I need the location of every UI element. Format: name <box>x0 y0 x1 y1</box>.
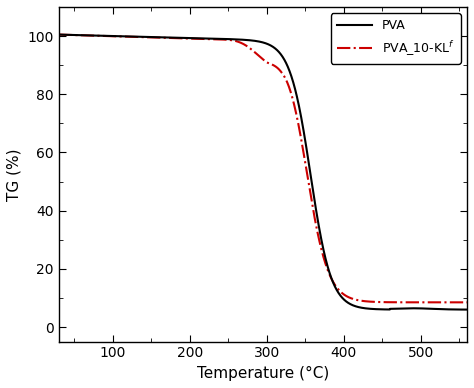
PVA <box>77 33 82 38</box>
PVA_10-KL$^f$ <box>56 32 62 37</box>
PVA_10-KL$^f$ <box>452 300 458 305</box>
PVA_10-KL$^f$ <box>255 52 260 57</box>
PVA_10-KL$^f$ <box>377 300 383 305</box>
PVA <box>255 39 260 43</box>
PVA <box>377 307 383 312</box>
PVA <box>244 38 249 42</box>
PVA_10-KL$^f$ <box>464 300 470 305</box>
X-axis label: Temperature (°C): Temperature (°C) <box>197 366 329 381</box>
PVA <box>452 307 458 312</box>
Legend: PVA, PVA_10-KL$^f$: PVA, PVA_10-KL$^f$ <box>330 13 461 64</box>
PVA_10-KL$^f$ <box>452 300 458 305</box>
PVA_10-KL$^f$ <box>77 33 82 38</box>
Line: PVA_10-KL$^f$: PVA_10-KL$^f$ <box>59 35 467 302</box>
PVA <box>56 32 62 37</box>
Y-axis label: TG (%): TG (%) <box>7 148 22 201</box>
PVA <box>452 307 458 312</box>
PVA_10-KL$^f$ <box>244 43 249 48</box>
PVA <box>464 307 470 312</box>
Line: PVA: PVA <box>59 35 467 310</box>
